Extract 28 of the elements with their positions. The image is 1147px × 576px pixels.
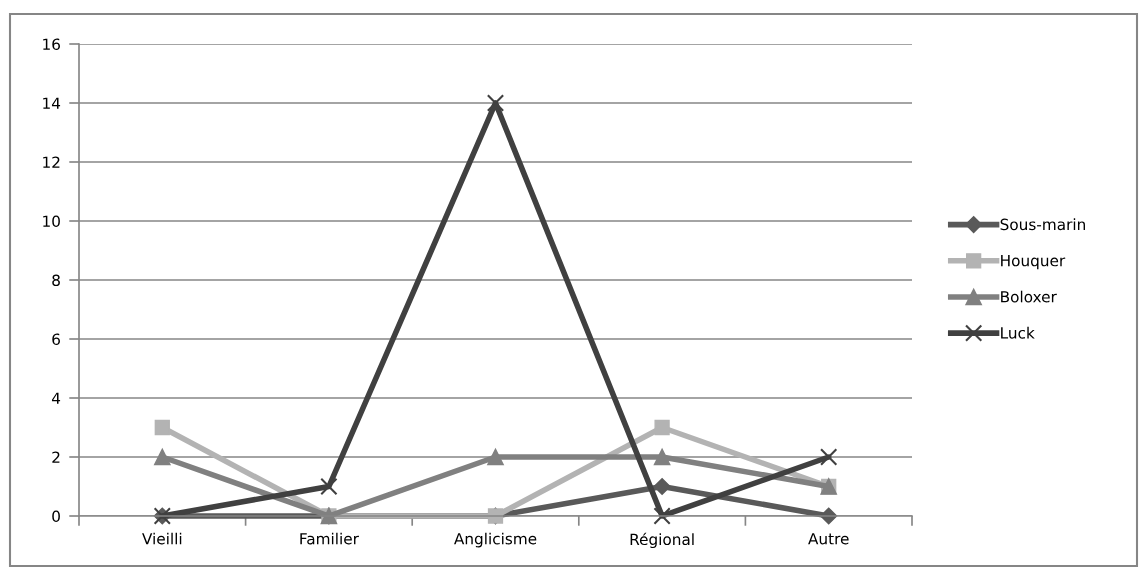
x-tick-label: Familier [300,532,359,545]
point [654,419,670,436]
y-tick-label: 8 [52,274,60,287]
x-tick-label: Régional [630,532,694,549]
legend-label: Houquer [1001,254,1066,270]
point [486,94,505,112]
x-tick-label: Anglicisme [454,532,537,548]
y-tick-label: 6 [52,333,60,346]
legend-label: Boloxer [1001,290,1057,303]
y-tick-label: 16 [43,38,60,51]
y-tick-label: 0 [52,510,60,523]
point [653,507,671,525]
legend-label: Luck [1001,326,1035,339]
y-tick-label: 12 [43,156,60,168]
point [653,477,671,496]
legend-label: Sous-marin [1000,218,1085,231]
x-tick-label: Vieilli [142,532,182,545]
y-tick-label: 4 [51,392,61,404]
point [153,448,171,466]
point [320,477,338,496]
y-tick-label: 10 [43,215,60,228]
y-tick-label: 2 [52,451,60,463]
point [653,448,671,466]
point [487,448,504,466]
point [820,448,838,466]
point [154,419,170,436]
x-tick-label: Autre [808,533,849,545]
y-tick-label: 14 [43,97,61,109]
